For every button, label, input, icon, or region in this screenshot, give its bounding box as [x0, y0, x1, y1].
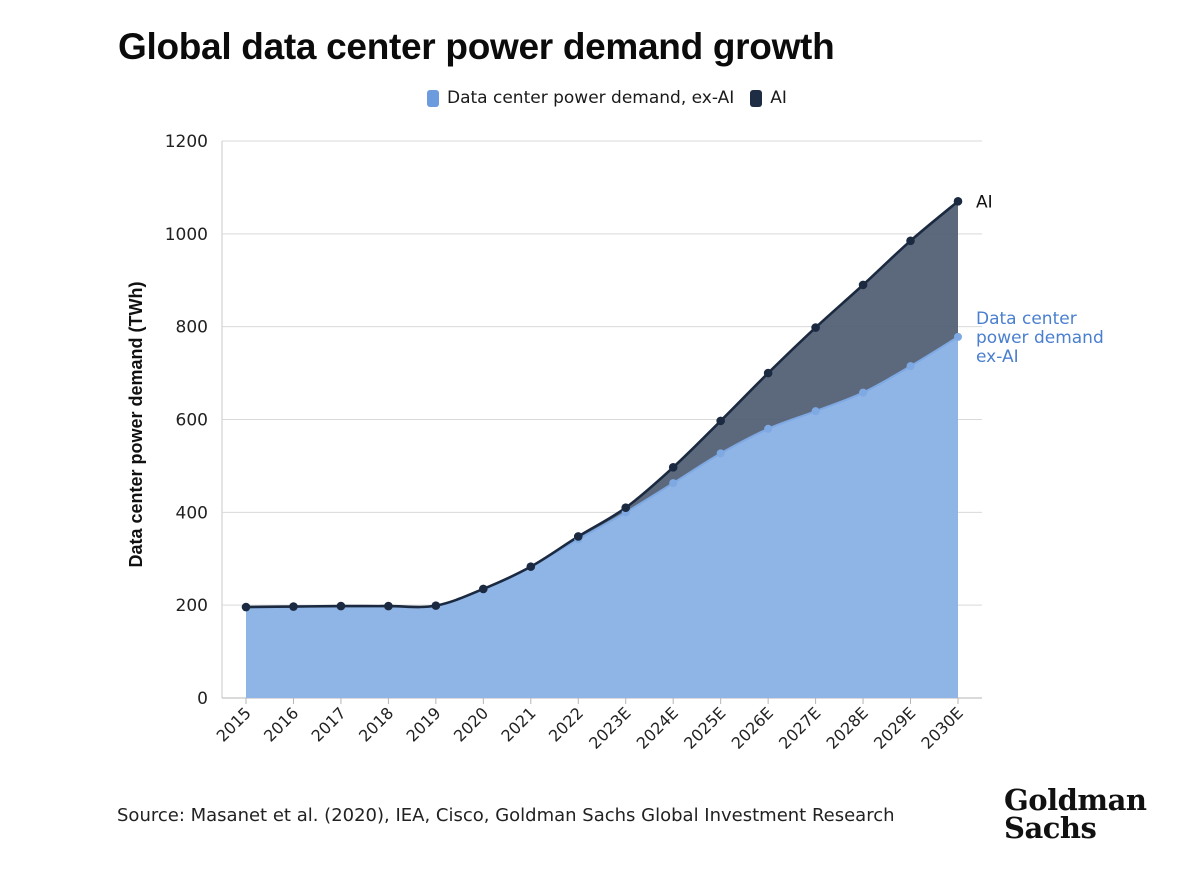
- x-tick-label: 2022: [545, 703, 587, 745]
- x-tick-label: 2018: [355, 703, 397, 745]
- y-tick-label: 0: [197, 689, 208, 709]
- legend-label-exai: Data center power demand, ex-AI: [447, 88, 735, 108]
- point-exai: [669, 479, 678, 488]
- legend-swatch-exai: [427, 89, 439, 107]
- point-ai: [906, 236, 915, 246]
- annotation-exai-line: power demand: [976, 328, 1104, 348]
- source-note: Source: Masanet et al. (2020), IEA, Cisc…: [117, 805, 895, 826]
- y-tick-label: 1000: [165, 225, 208, 245]
- brand-line-1: Goldman: [1004, 783, 1147, 817]
- point-exai: [764, 424, 773, 433]
- point-ai: [384, 601, 393, 611]
- x-tick-label: 2028E: [823, 703, 872, 752]
- legend-swatch-ai: [750, 89, 763, 107]
- x-tick-label: 2020: [450, 703, 492, 745]
- x-tick-label: 2021: [497, 703, 539, 745]
- x-tick-label: 2026E: [728, 703, 777, 752]
- point-ai: [763, 368, 773, 378]
- point-exai: [906, 362, 915, 371]
- y-tick-label: 200: [176, 596, 208, 616]
- chart-title: Global data center power demand growth: [118, 26, 835, 67]
- y-tick-label: 600: [176, 411, 208, 431]
- point-ai: [953, 197, 963, 206]
- point-ai: [811, 323, 820, 332]
- x-tick-label: 2017: [308, 703, 350, 745]
- x-tick-label: 2030E: [917, 703, 966, 752]
- point-exai: [954, 332, 962, 341]
- x-tick-label: 2016: [260, 703, 302, 745]
- x-tick-label: 2023E: [585, 703, 634, 752]
- annotation-exai-line: ex-AI: [976, 347, 1019, 367]
- legend-item-ai: AI: [750, 88, 787, 108]
- y-tick-label: 1200: [165, 132, 208, 152]
- point-ai: [858, 280, 868, 290]
- legend: Data center power demand, ex-AI AI: [427, 88, 803, 108]
- point-exai: [859, 388, 868, 397]
- legend-label-ai: AI: [770, 88, 787, 108]
- point-ai: [289, 602, 298, 611]
- x-tick-label: 2029E: [870, 703, 919, 752]
- point-ai: [716, 416, 725, 426]
- point-exai: [716, 449, 725, 458]
- line-ai: [245, 200, 959, 609]
- goldman-sachs-logo: Goldman Sachs: [1004, 783, 1147, 845]
- x-tick-label: 2027E: [775, 703, 824, 752]
- x-tick-label: 2019: [402, 703, 444, 745]
- point-ai: [526, 562, 536, 571]
- legend-item-exai: Data center power demand, ex-AI: [427, 88, 734, 108]
- y-tick-label: 400: [176, 503, 208, 523]
- point-ai: [336, 601, 346, 611]
- point-ai: [573, 532, 583, 541]
- point-ai: [431, 601, 441, 610]
- annotation-exai-line: Data center: [976, 309, 1077, 329]
- x-tick-label: 2015: [213, 703, 255, 745]
- point-ai: [621, 503, 631, 512]
- point-exai: [811, 407, 820, 416]
- point-ai: [479, 584, 488, 594]
- x-tick-label: 2024E: [633, 703, 682, 752]
- y-axis-label: Data center power demand (TWh): [126, 281, 146, 567]
- point-ai: [241, 602, 251, 612]
- annotation-ai: AI: [976, 192, 993, 212]
- brand-line-2: Sachs: [1004, 811, 1097, 845]
- point-ai: [668, 463, 678, 472]
- y-tick-label: 800: [176, 318, 208, 338]
- x-tick-label: 2025E: [680, 703, 729, 752]
